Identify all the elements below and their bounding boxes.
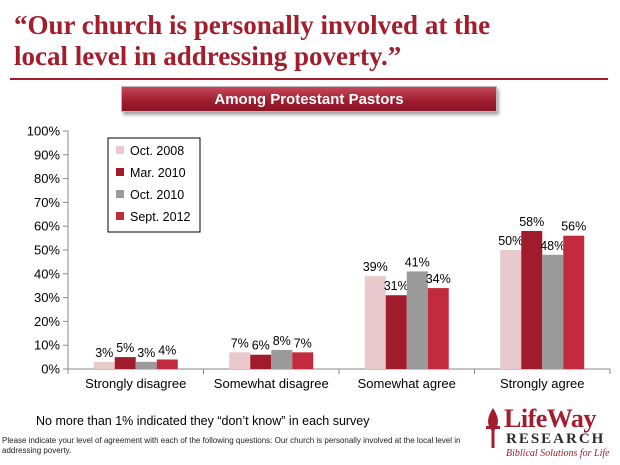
slide-title: “Our church is personally involved at th…	[14, 10, 491, 71]
data-label: 31%	[384, 279, 409, 293]
logo-subtitle: RESEARCH	[506, 431, 606, 447]
bar	[114, 357, 136, 369]
data-label: 4%	[158, 343, 176, 357]
data-label: 3%	[95, 346, 113, 360]
y-tick-label: 0%	[41, 362, 60, 377]
question-text: Please indicate your level of agreement …	[2, 436, 461, 455]
data-label: 41%	[405, 255, 430, 269]
x-tick-label: Somewhat agree	[358, 376, 456, 391]
x-tick-label: Strongly agree	[500, 376, 585, 391]
y-tick-label: 20%	[34, 314, 60, 329]
title-divider	[10, 78, 608, 80]
x-tick-label: Somewhat disagree	[214, 376, 329, 391]
legend-label: Oct. 2008	[130, 144, 184, 158]
bar	[521, 230, 543, 369]
data-label: 8%	[273, 334, 291, 348]
legend-label: Sept. 2012	[130, 210, 191, 224]
legend-swatch	[116, 212, 124, 220]
logo-tagline: Biblical Solutions for Life	[506, 448, 610, 459]
bar	[250, 354, 272, 369]
y-tick-label: 80%	[34, 171, 60, 186]
data-label: 58%	[519, 215, 544, 229]
bar	[229, 352, 251, 369]
y-tick-label: 90%	[34, 147, 60, 162]
data-label: 7%	[231, 336, 249, 350]
legend-label: Oct. 2010	[130, 188, 184, 202]
bar	[271, 349, 293, 369]
data-label: 39%	[363, 260, 388, 274]
bar	[385, 295, 407, 369]
legend-swatch	[116, 146, 124, 154]
y-tick-label: 50%	[34, 243, 60, 258]
subtitle-banner: Among Protestant Pastors	[121, 86, 497, 112]
data-label: 34%	[426, 272, 451, 286]
legend-swatch	[116, 168, 124, 176]
legend-label: Mar. 2010	[130, 166, 186, 180]
data-label: 5%	[116, 341, 134, 355]
bar	[156, 359, 178, 369]
y-tick-label: 40%	[34, 266, 60, 281]
x-tick-label: Strongly disagree	[85, 376, 186, 391]
data-label: 3%	[137, 346, 155, 360]
y-tick-label: 10%	[34, 338, 60, 353]
cross-logo-icon	[486, 408, 500, 448]
lifeway-logo: LifeWay RESEARCH Biblical Solutions for …	[482, 404, 616, 462]
y-tick-label: 60%	[34, 219, 60, 234]
y-tick-label: 100%	[27, 124, 61, 139]
bar	[427, 288, 449, 369]
bar	[406, 271, 428, 369]
y-tick-label: 30%	[34, 290, 60, 305]
data-label: 56%	[561, 220, 586, 234]
y-tick-label: 70%	[34, 195, 60, 210]
bar	[364, 276, 386, 369]
footnote: No more than 1% indicated they “don’t kn…	[36, 414, 370, 428]
data-label: 50%	[498, 234, 523, 248]
bar	[500, 250, 522, 369]
data-label: 6%	[252, 339, 270, 353]
data-label: 48%	[540, 239, 565, 253]
legend-swatch	[116, 190, 124, 198]
bar	[93, 361, 115, 369]
bar-chart: 0%10%20%30%40%50%60%70%80%90%100%3% 5% 3% 4…	[27, 124, 611, 391]
bar	[542, 254, 564, 369]
bar	[135, 361, 157, 369]
bar	[563, 235, 585, 369]
data-label: 7%	[294, 336, 312, 350]
bar	[292, 352, 314, 369]
logo-name: LifeWay	[504, 404, 596, 433]
